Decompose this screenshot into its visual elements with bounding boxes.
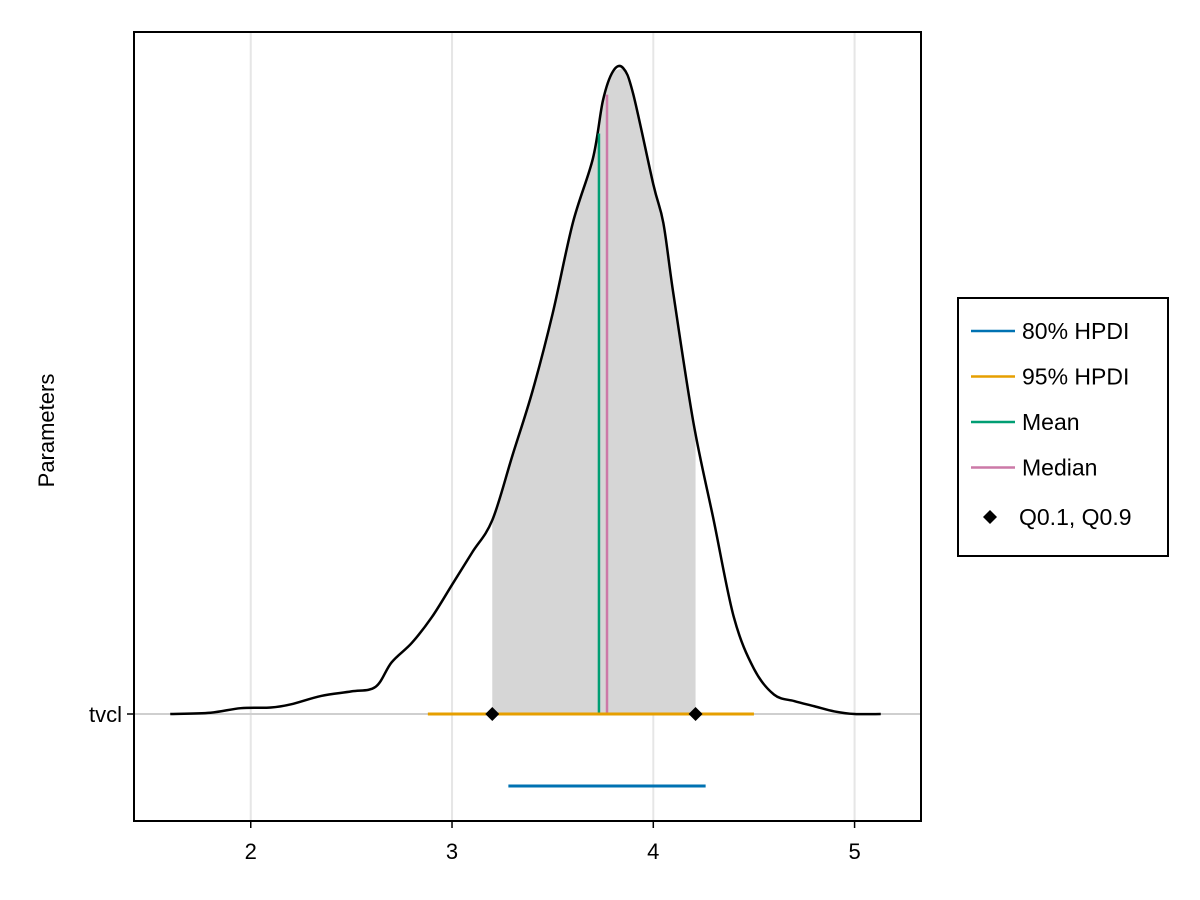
x-tick-label: 4 [647,839,659,864]
legend-label: Mean [1022,409,1080,435]
y-axis-label: Parameters [34,374,59,488]
x-tick-label: 2 [245,839,257,864]
summary-marks [427,94,754,788]
quantile-marker [485,707,500,721]
y-tick-label: tvcl [89,702,122,727]
shaded-interval [492,68,696,714]
quantile-marker [688,707,703,721]
legend-label: Median [1022,455,1097,481]
quantile-shaded-area [492,68,696,714]
axis-ticks: 2 3 4 5 tvcl [89,702,861,864]
legend-label: 80% HPDI [1022,318,1129,344]
density-curve-group [170,64,881,716]
x-tick-label: 5 [848,839,860,864]
x-tick-label: 3 [446,839,458,864]
legend-label: 95% HPDI [1022,364,1129,390]
legend-swatch-diamond [983,510,997,524]
plot-frame [133,31,922,822]
legend: 80% HPDI 95% HPDI Mean Median Q0.1, Q0.9 [957,297,1169,557]
legend-label: Q0.1, Q0.9 [1019,504,1132,530]
density-curve [170,64,881,716]
